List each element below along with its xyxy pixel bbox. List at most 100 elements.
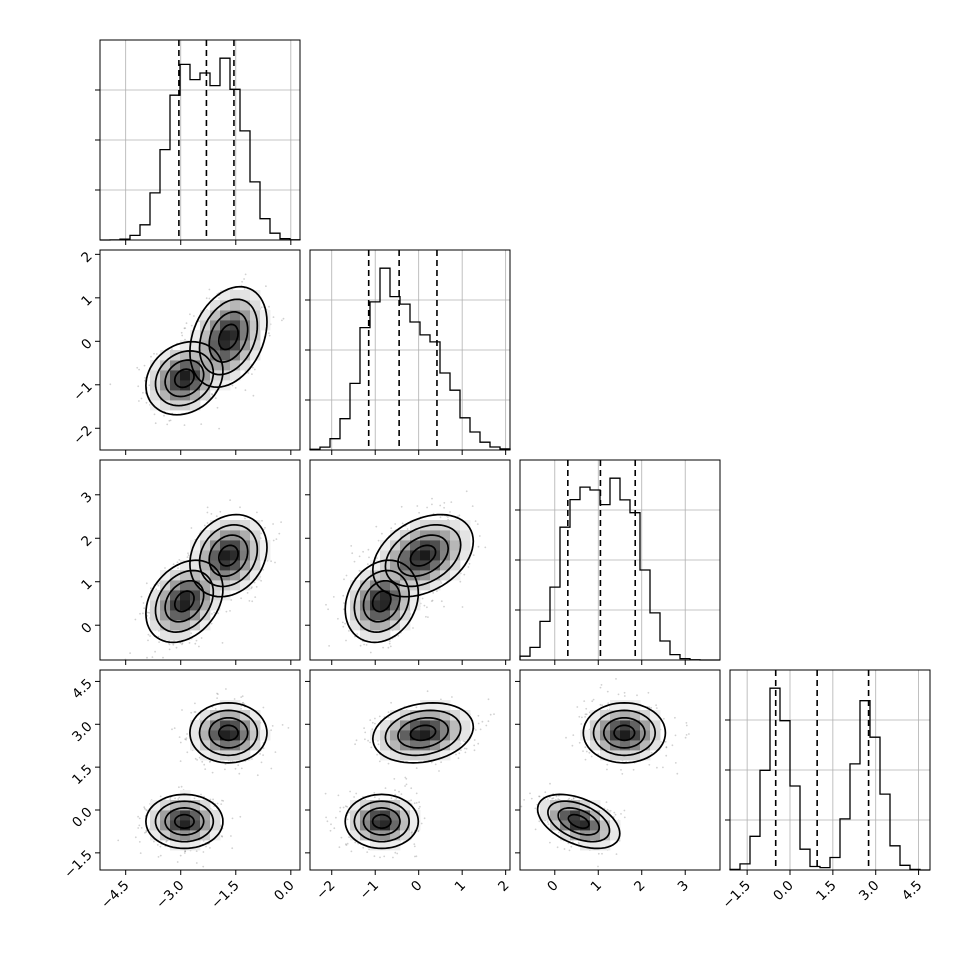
sample-point (383, 855, 386, 858)
sample-point (259, 753, 261, 755)
sample-point (211, 613, 213, 615)
sample-point (176, 861, 179, 863)
sample-point (343, 602, 345, 604)
sample-point (265, 285, 267, 288)
density-cell (450, 560, 461, 571)
density-cell (230, 570, 241, 581)
sample-point (209, 760, 212, 763)
density-cell (210, 360, 221, 371)
sample-point (146, 611, 149, 614)
density-cell (220, 590, 231, 601)
density-cell (170, 580, 181, 591)
sample-point (426, 506, 428, 509)
density-cell (170, 620, 181, 631)
sample-point (430, 600, 433, 602)
density-cell (360, 580, 371, 591)
sample-point (220, 803, 223, 805)
sample-point (268, 305, 270, 308)
sample-point (427, 616, 429, 618)
density-cell (160, 610, 171, 621)
sample-point (251, 600, 254, 603)
sample-point (280, 521, 282, 523)
sample-point (154, 650, 157, 653)
histogram-step-0 (100, 57, 301, 241)
density-cell (200, 550, 211, 561)
sample-point (463, 573, 466, 576)
sample-point (345, 574, 348, 577)
sample-point (214, 708, 217, 710)
sample-point (260, 306, 263, 309)
sample-point (401, 522, 404, 525)
sample-point (270, 729, 272, 732)
density-cell (250, 560, 261, 571)
sample-point (193, 797, 196, 800)
sample-point (234, 387, 237, 389)
density-cell (230, 740, 241, 751)
panel-content (117, 688, 290, 868)
sample-point (264, 526, 266, 529)
density-cell (460, 550, 471, 561)
sample-point (431, 503, 433, 506)
sample-point (412, 627, 414, 629)
y-tick-label: 1.5 (69, 761, 96, 788)
density-cell (180, 370, 191, 381)
density-cell (150, 400, 161, 411)
density-cell (240, 350, 251, 361)
sample-point (431, 599, 434, 602)
density-cell (400, 550, 411, 561)
contour-line (198, 709, 259, 757)
sample-point (351, 552, 354, 555)
density-cell (180, 570, 191, 581)
sample-point (221, 835, 224, 838)
sample-point (416, 505, 419, 507)
sample-point (253, 581, 256, 584)
sample-point (188, 642, 191, 644)
sample-point (148, 384, 151, 387)
sample-point (225, 688, 227, 690)
density-cell (180, 610, 191, 621)
histogram-panel-3 (725, 669, 931, 871)
density-cell (210, 310, 221, 321)
sample-point (168, 419, 171, 422)
sample-point (414, 855, 416, 858)
contour-line (173, 590, 195, 613)
density-cell (210, 830, 221, 841)
sample-point (274, 561, 276, 564)
density-cell (400, 580, 411, 591)
density-cell (210, 740, 221, 751)
density-cell (160, 400, 171, 411)
contour-line (344, 559, 420, 644)
density-cell (240, 540, 251, 551)
sample-point (193, 711, 196, 713)
density-cell (210, 370, 221, 381)
density-cell (210, 590, 221, 601)
sample-point (159, 795, 162, 798)
sample-point (248, 600, 251, 602)
contour-line (189, 702, 268, 764)
sample-point (241, 695, 244, 698)
sample-point (461, 606, 464, 608)
sample-point (373, 796, 376, 799)
histogram-step-3 (729, 687, 930, 871)
sample-point (384, 787, 387, 789)
sample-point (394, 523, 397, 525)
panel-frame (99, 459, 301, 661)
sample-point (240, 767, 243, 770)
contour-line (217, 544, 239, 567)
density-cell (160, 350, 171, 361)
sample-point (137, 815, 140, 818)
density-cell (430, 580, 441, 591)
sample-point (190, 324, 193, 327)
sample-point (224, 768, 226, 771)
sample-point (138, 824, 141, 827)
density-cell (180, 840, 191, 851)
sample-point (172, 563, 175, 566)
contour-line (371, 513, 475, 598)
sample-point (164, 567, 166, 569)
sample-point (220, 835, 223, 837)
density-cell (180, 340, 191, 351)
sample-point (368, 556, 370, 559)
density-cell (400, 620, 411, 631)
sample-point (219, 510, 222, 513)
